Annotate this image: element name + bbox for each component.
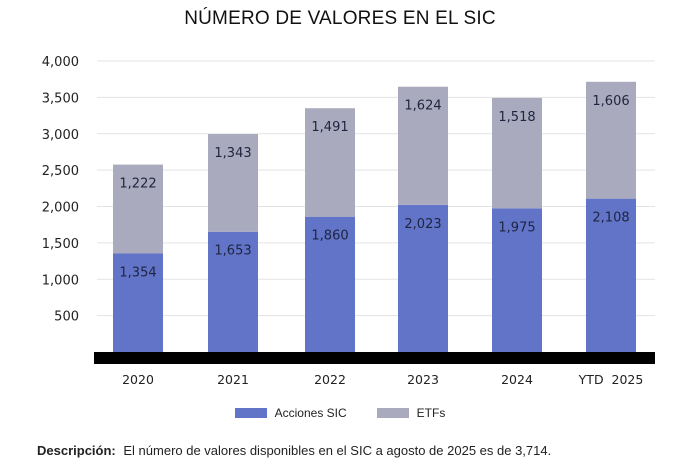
data-label: 1,222 bbox=[119, 177, 156, 192]
x-tick-label: 2020 bbox=[122, 372, 154, 387]
legend-item-acciones: Acciones SIC bbox=[234, 406, 347, 420]
x-tick-label: 2023 bbox=[407, 372, 439, 387]
data-label: 1,653 bbox=[214, 244, 251, 259]
data-label: 1,975 bbox=[498, 220, 535, 235]
bar-etfs-4 bbox=[492, 97, 542, 209]
bar-etfs-2 bbox=[305, 108, 355, 217]
bar-acciones-5 bbox=[586, 198, 636, 352]
x-tick-label: 2022 bbox=[314, 372, 346, 387]
y-tick-label: 2,500 bbox=[42, 164, 79, 179]
y-tick-label: 1,500 bbox=[42, 237, 79, 252]
data-label: 1,518 bbox=[498, 110, 535, 125]
gridlines bbox=[97, 60, 655, 317]
bar-acciones-3 bbox=[398, 204, 448, 352]
bar-etfs-0 bbox=[113, 164, 163, 254]
bar-acciones-1 bbox=[208, 231, 258, 352]
legend-label-etfs: ETFs bbox=[416, 406, 446, 420]
x-axis-baseline bbox=[94, 352, 655, 364]
x-tick-label: 2024 bbox=[501, 372, 533, 387]
x-tick-label: 2021 bbox=[217, 372, 249, 387]
bar-etfs-5 bbox=[586, 81, 636, 199]
data-label: 1,354 bbox=[119, 265, 156, 280]
chart-title: NÚMERO DE VALORES EN EL SIC bbox=[184, 8, 496, 29]
description: Descripción: El número de valores dispon… bbox=[37, 443, 551, 458]
legend-swatch-acciones bbox=[234, 408, 267, 418]
y-tick-label: 1,000 bbox=[42, 273, 79, 288]
data-label: 1,343 bbox=[214, 146, 251, 161]
data-label: 1,491 bbox=[311, 120, 348, 135]
bar-acciones-4 bbox=[492, 208, 542, 352]
x-axis-labels: 2020 2021 2022 2023 2024 YTD 2025 bbox=[122, 372, 643, 387]
legend-item-etfs: ETFs bbox=[376, 406, 446, 420]
data-label: 2,023 bbox=[404, 217, 441, 232]
bars: 1,354 1,222 1,653 1,343 1,860 1,491 2,023 1,624… bbox=[113, 81, 636, 352]
bar-acciones-0 bbox=[113, 253, 163, 352]
x-tick-label: YTD 2025 bbox=[578, 372, 644, 387]
legend-label-acciones: Acciones SIC bbox=[274, 406, 347, 420]
y-tick-label: 3,000 bbox=[42, 128, 79, 143]
bar-etfs-3 bbox=[398, 86, 448, 205]
legend: Acciones SIC ETFs bbox=[0, 406, 680, 420]
data-label: 1,860 bbox=[311, 229, 348, 244]
legend-swatch-etfs bbox=[376, 408, 409, 418]
y-tick-label: 500 bbox=[54, 310, 79, 325]
y-axis-ticks: 500 1,000 1,500 2,000 2,500 3,000 3,500 4,000 bbox=[42, 55, 79, 325]
y-tick-label: 4,000 bbox=[42, 55, 79, 70]
y-tick-label: 2,000 bbox=[42, 201, 79, 216]
data-label: 1,606 bbox=[592, 94, 629, 109]
data-label: 2,108 bbox=[592, 211, 629, 226]
data-label: 1,624 bbox=[404, 99, 441, 114]
y-tick-label: 3,500 bbox=[42, 91, 79, 106]
stacked-bar-chart: 500 1,000 1,500 2,000 2,500 3,000 3,500 4,000 1… bbox=[42, 55, 655, 387]
bar-acciones-2 bbox=[305, 216, 355, 352]
description-label: Descripción: bbox=[37, 443, 116, 458]
bar-etfs-1 bbox=[208, 134, 258, 232]
description-text: El número de valores disponibles en el S… bbox=[123, 443, 552, 458]
